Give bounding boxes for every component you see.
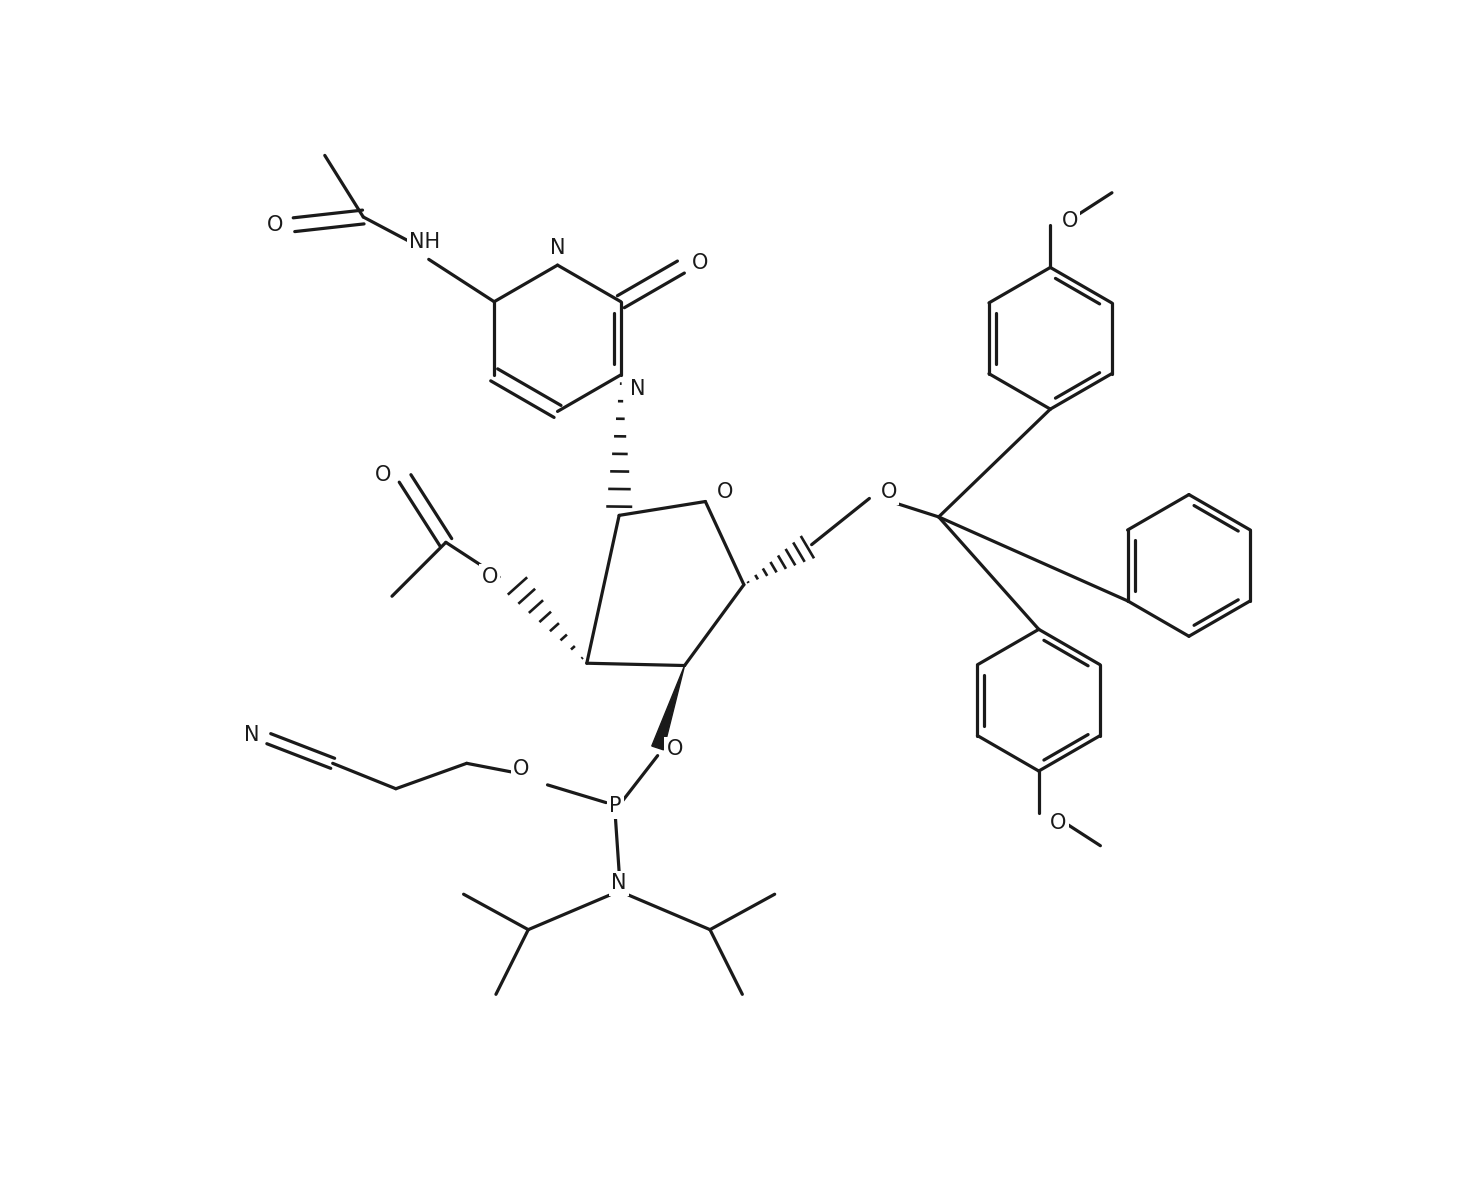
- Text: O: O: [513, 760, 529, 779]
- Text: N: N: [245, 725, 259, 745]
- Text: O: O: [1061, 212, 1077, 231]
- Text: N: N: [629, 379, 646, 399]
- Text: O: O: [666, 739, 682, 760]
- Polygon shape: [652, 666, 684, 750]
- Text: O: O: [691, 254, 709, 273]
- Text: O: O: [376, 464, 392, 484]
- Text: P: P: [609, 797, 622, 816]
- Text: N: N: [550, 238, 566, 258]
- Text: O: O: [716, 482, 733, 502]
- Text: O: O: [1049, 813, 1066, 833]
- Text: NH: NH: [410, 232, 441, 252]
- Text: O: O: [267, 215, 283, 234]
- Text: O: O: [880, 482, 896, 502]
- Text: O: O: [482, 567, 498, 587]
- Text: N: N: [612, 874, 626, 893]
